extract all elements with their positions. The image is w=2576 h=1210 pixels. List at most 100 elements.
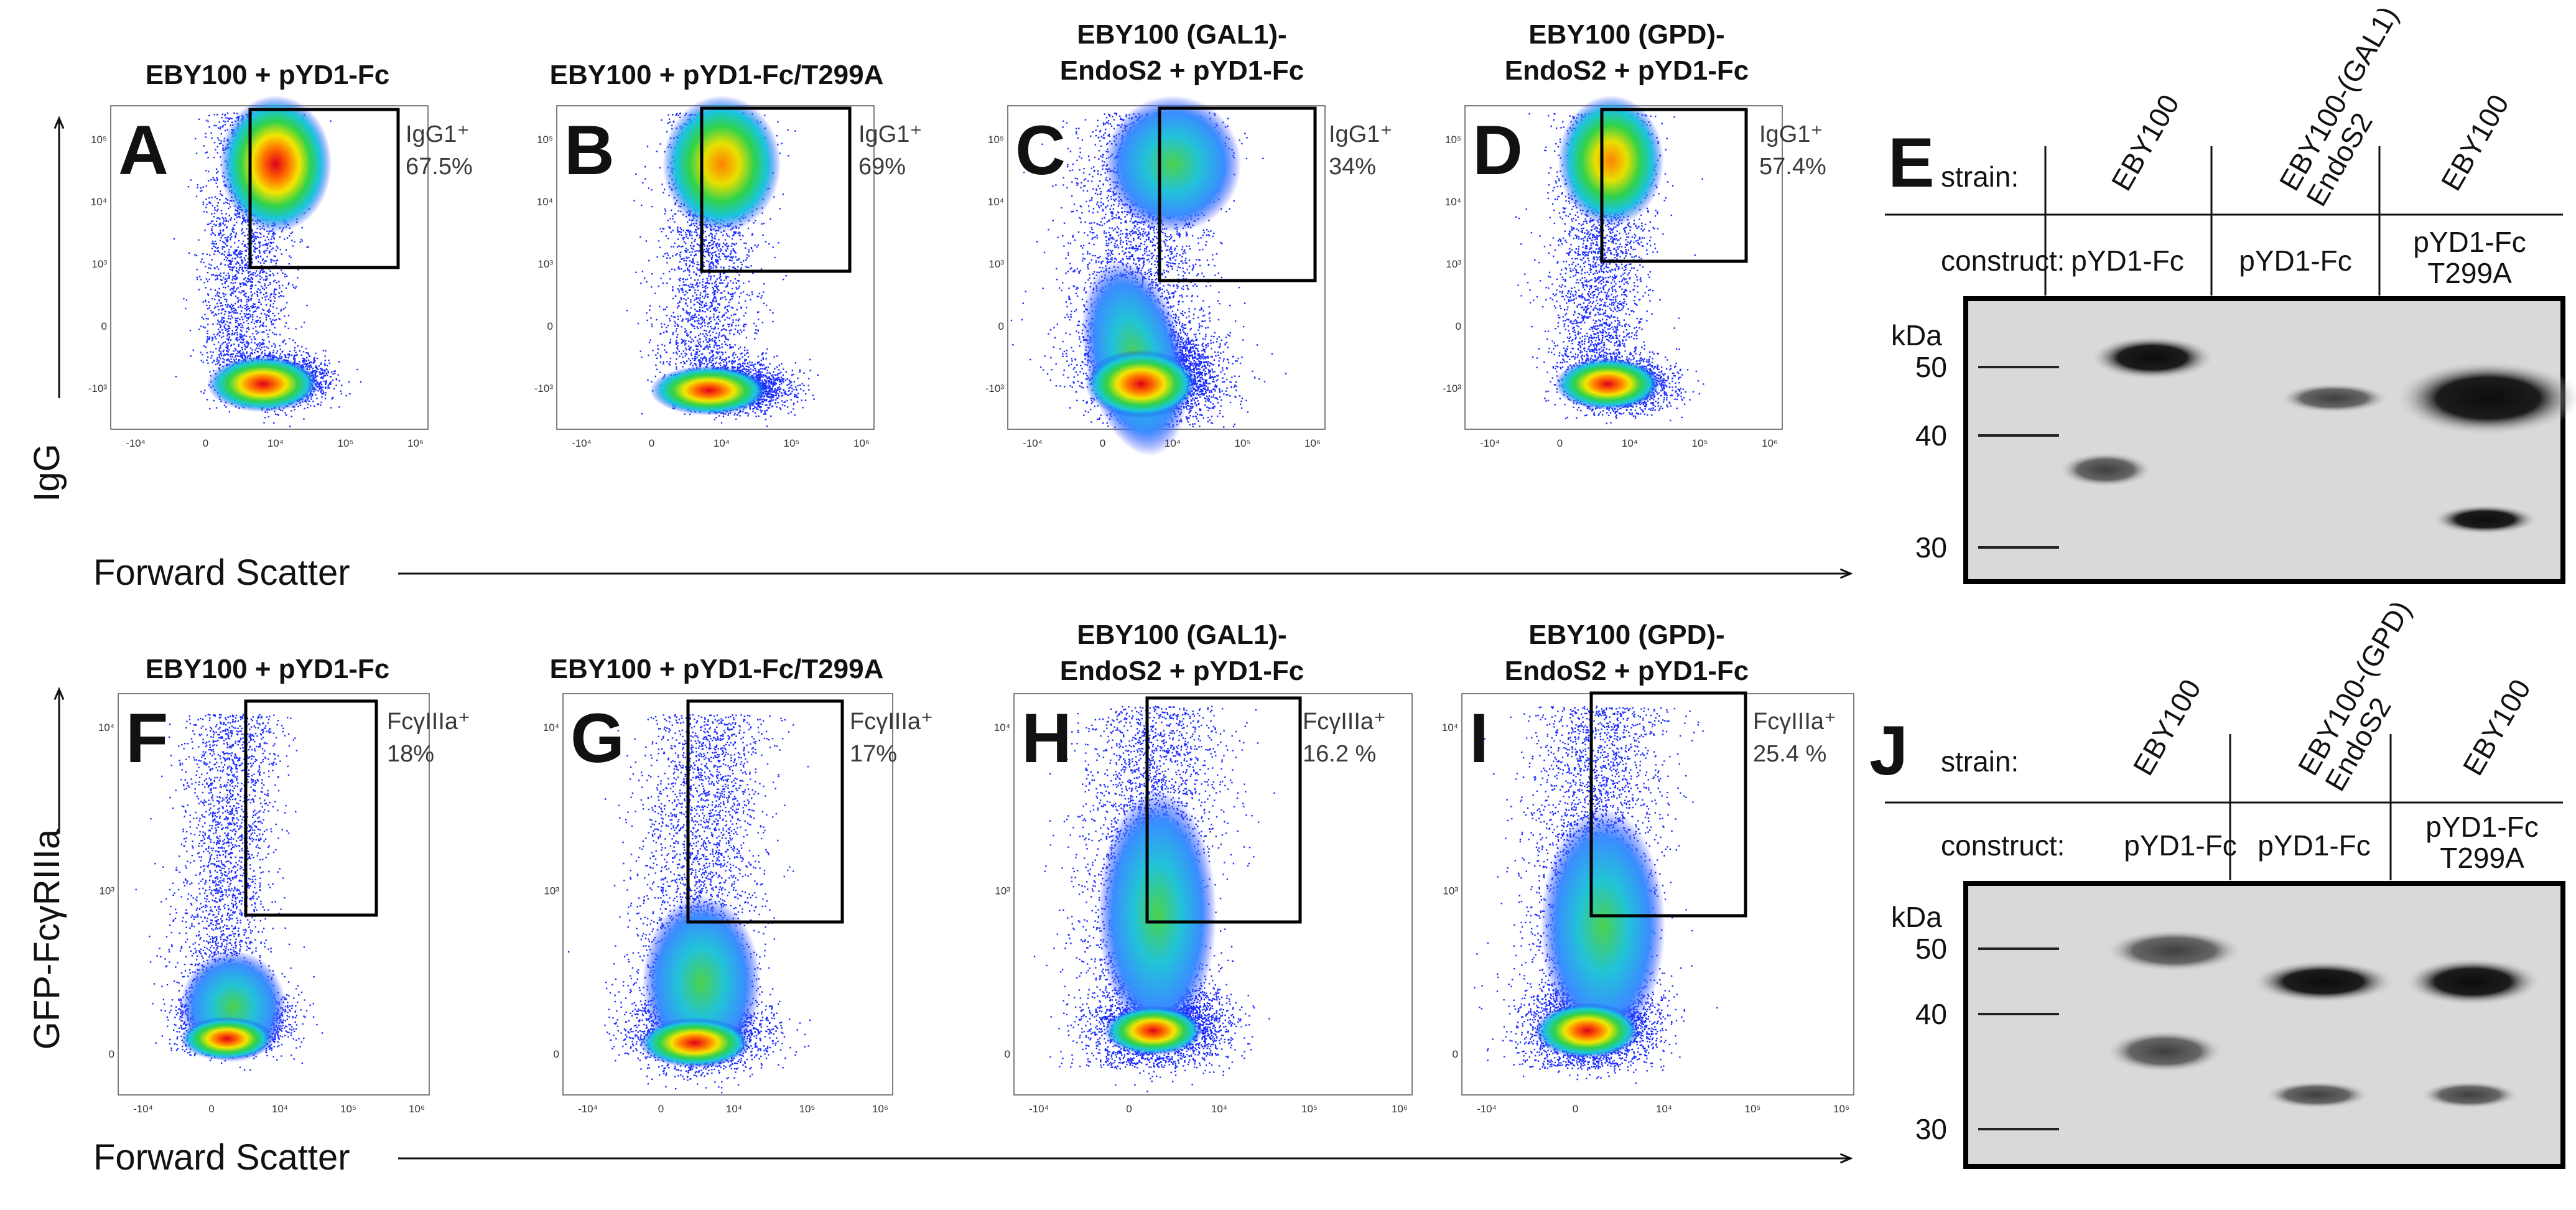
x-axis-label-top: Forward Scatter: [93, 552, 350, 593]
panel-title: EndoS2 + pYD1-Fc: [1060, 656, 1304, 686]
gate-box: [700, 106, 852, 273]
panel-letter: I: [1469, 699, 1489, 777]
x-axis-label-bottom: Forward Scatter: [93, 1137, 350, 1178]
x-tick-label: 10⁶: [872, 1103, 888, 1115]
flow-panel-b: EBY100 + pYD1-Fc/T299A IgG1⁺ 69% B 10⁵ 10⁴ 10³…: [534, 60, 923, 449]
panel-title: EndoS2 + pYD1-Fc: [1060, 55, 1304, 86]
scatter-dots: [1010, 95, 1287, 456]
construct-label: pYD1-Fc: [2071, 244, 2183, 277]
y-tick-label: 10⁵: [537, 134, 553, 146]
y-tick-label: 10³: [1446, 258, 1461, 270]
density-blob: [1540, 808, 1665, 1045]
event-dots: [173, 112, 362, 427]
density-blob: [663, 95, 781, 233]
protein-band: [2404, 958, 2541, 1005]
gate-percentage: 67.5%: [406, 154, 473, 180]
panel-title: EBY100 (GPD)-: [1528, 620, 1724, 650]
x-tick-label: 0: [658, 1103, 664, 1115]
x-tick-label: 10⁶: [1833, 1103, 1849, 1115]
x-tick-label: 10⁵: [1235, 437, 1251, 449]
x-tick-label: 10⁶: [409, 1103, 425, 1115]
flow-panel-a: EBY100 + pYD1-Fc IgG1⁺ 67.5% A 10⁵ 10⁴ 10³ 0 -10…: [88, 60, 473, 449]
y-tick-label: 10³: [995, 885, 1010, 897]
x-tick-label: 10⁵: [1692, 437, 1708, 449]
x-tick-label: 10⁴: [1211, 1103, 1227, 1115]
gate-label: FcγIIIa⁺: [1753, 709, 1836, 735]
panel-letter: H: [1021, 699, 1072, 777]
gate-percentage: 34%: [1329, 154, 1376, 180]
flow-panel-f: EBY100 + pYD1-Fc FcγIIIa⁺ 18% F 10⁴ 10³ 0 -10⁴ 0…: [98, 654, 470, 1115]
panel-letter: B: [564, 111, 615, 189]
row-label-construct: construct:: [1941, 829, 2065, 862]
x-tick-label: -10⁴: [572, 437, 592, 449]
protein-band: [2432, 505, 2538, 534]
y-tick-label: 0: [554, 1048, 559, 1060]
y-axis-label-bottom: GFP-FcγRIIIa: [27, 829, 67, 1049]
density-blob: [1104, 1005, 1203, 1056]
mw-marker-label: 30: [1915, 1113, 1947, 1145]
row-label-strain: strain:: [1941, 161, 2019, 193]
protein-bands: [2059, 336, 2576, 534]
flow-cytometry-panels: EBY100 + pYD1-Fc IgG1⁺ 67.5% A 10⁵ 10⁴ 10³ 0 -10…: [88, 19, 1854, 1115]
protein-band: [2252, 961, 2395, 1003]
strain-label: EBY100: [2457, 674, 2537, 781]
x-tick-label: 0: [208, 1103, 214, 1115]
construct-label-line: T299A: [2440, 842, 2524, 874]
x-axis-arrow-top: [398, 568, 1853, 579]
protein-band: [2264, 1081, 2370, 1109]
construct-label: pYD1-Fc: [2124, 829, 2236, 862]
x-tick-label: -10⁴: [133, 1103, 153, 1115]
x-tick-label: -10⁴: [1029, 1103, 1049, 1115]
panel-title: EBY100 (GAL1)-: [1077, 620, 1286, 650]
strain-label-line: EBY100: [2435, 89, 2515, 196]
construct-label: pYD1-Fc: [2239, 244, 2351, 277]
density-blob: [1104, 95, 1242, 233]
gate-label: IgG1⁺: [1759, 121, 1823, 147]
x-tick-label: 0: [1100, 437, 1105, 449]
x-tick-label: 10⁶: [407, 437, 424, 449]
gate-percentage: 16.2 %: [1303, 741, 1376, 767]
panel-title: EBY100 + pYD1-Fc/T299A: [550, 60, 884, 90]
x-tick-label: -10⁴: [1023, 437, 1043, 449]
x-tick-label: 10⁵: [784, 437, 800, 449]
gate-label: FcγIIIa⁺: [1303, 709, 1386, 735]
panel-letter: G: [570, 699, 625, 777]
y-tick-label: 0: [109, 1048, 114, 1060]
panel-title: EBY100 + pYD1-Fc/T299A: [550, 654, 884, 684]
panel-letter: F: [126, 699, 168, 777]
x-tick-label: 10⁴: [1656, 1103, 1672, 1115]
panel-title: EBY100 + pYD1-Fc: [146, 654, 390, 684]
scatter-dots: [1474, 705, 1718, 1084]
event-dots: [567, 714, 811, 1094]
y-tick-label: 10³: [537, 258, 553, 270]
construct-label-line: pYD1-Fc: [2124, 829, 2236, 862]
y-tick-label: 10⁴: [98, 722, 114, 733]
y-tick-label: 10⁴: [994, 722, 1010, 733]
y-tick-label: 10⁵: [91, 134, 107, 146]
protein-band: [2279, 383, 2389, 413]
y-tick-label: -10³: [534, 383, 554, 394]
gate-percentage: 69%: [858, 154, 906, 180]
panel-title: EndoS2 + pYD1-Fc: [1505, 55, 1749, 86]
gate-label: IgG1⁺: [406, 121, 469, 147]
y-tick-label: 10⁴: [1445, 196, 1461, 208]
strain-label-line: EBY100: [2105, 89, 2185, 196]
strain-label-line: EBY100: [2127, 674, 2207, 781]
density-blob: [1085, 350, 1197, 419]
y-tick-label: 10³: [99, 885, 114, 897]
y-tick-label: 0: [998, 320, 1004, 332]
blot-membrane: [1963, 881, 2565, 1169]
x-tick-label: 10⁵: [1301, 1103, 1318, 1115]
mw-marker-label: 50: [1915, 933, 1947, 965]
y-axis-arrow-top: [53, 116, 65, 398]
gate-box: [1589, 691, 1747, 918]
x-tick-label: 10⁵: [338, 437, 354, 449]
gate-box: [1600, 108, 1748, 263]
blot-membrane: [1963, 296, 2565, 584]
shared-axes: IgG Forward Scatter GFP-FcγRIIIa Forward Sc…: [27, 116, 1853, 1178]
strain-label: EBY100: [2435, 89, 2515, 196]
scatter-dots: [626, 95, 819, 427]
gate-percentage: 17%: [850, 741, 897, 767]
scatter-dots: [173, 95, 362, 427]
